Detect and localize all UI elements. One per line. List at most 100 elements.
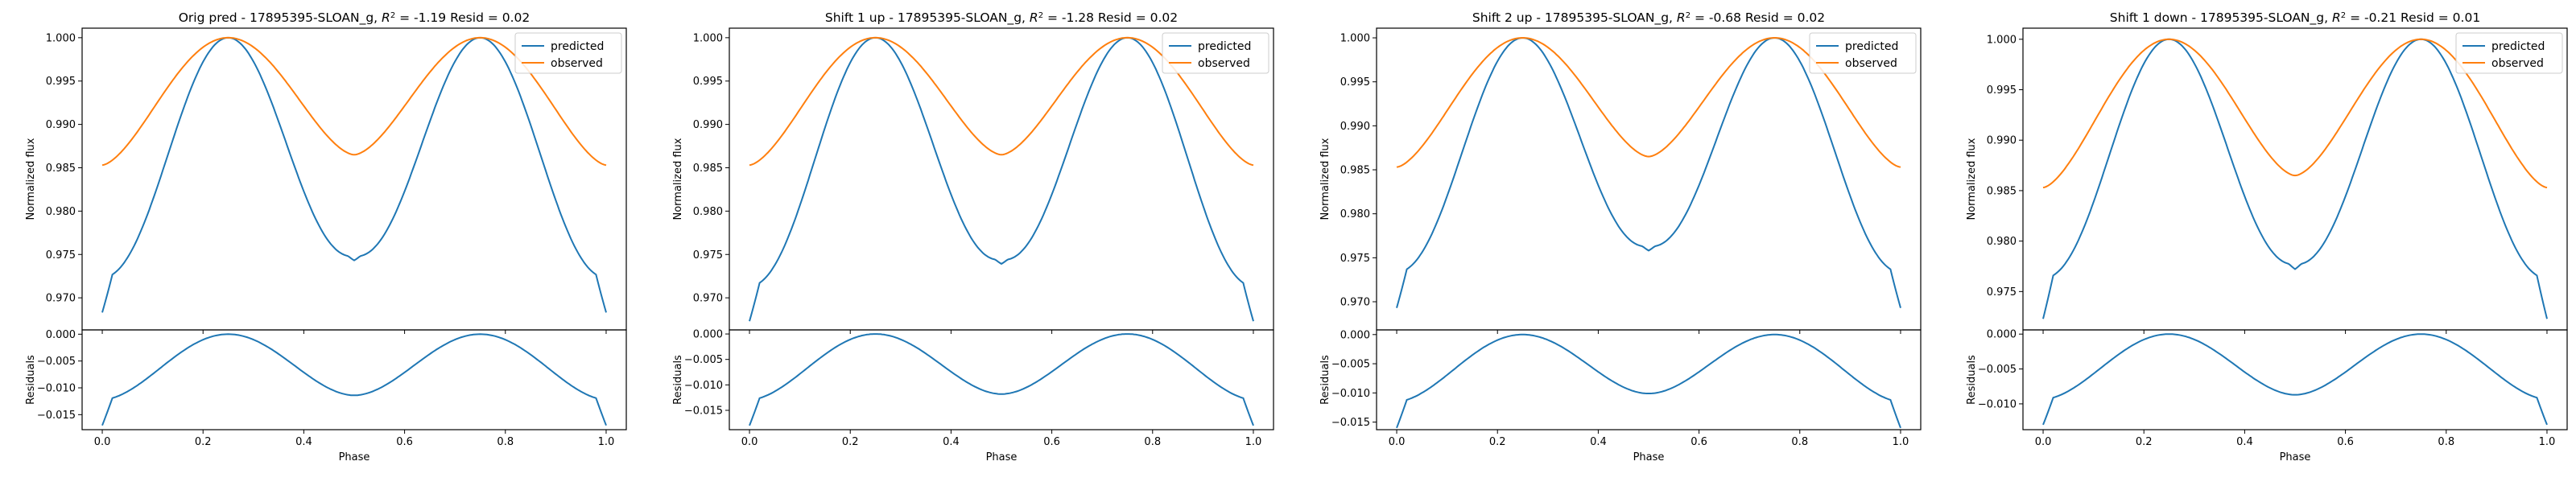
title-r2: R bbox=[382, 10, 390, 25]
top-ytick-label: 0.995 bbox=[46, 76, 76, 88]
title-main: Orig pred - 17895395-SLOAN_g, bbox=[179, 10, 382, 26]
top-ytick-label: 0.985 bbox=[1340, 165, 1370, 177]
xtick-label: 0.4 bbox=[2236, 436, 2253, 448]
chart-panel-4: Shift 1 down - 17895395-SLOAN_g, R2 = -0… bbox=[1966, 10, 2568, 463]
title-r2: R bbox=[2332, 10, 2341, 25]
residual-axis-label: Residuals bbox=[25, 355, 37, 405]
residual-line bbox=[749, 333, 1254, 426]
residual-ytick-label: −0.015 bbox=[1331, 417, 1370, 429]
x-axis-label: Phase bbox=[2280, 451, 2311, 463]
top-ytick-label: 0.995 bbox=[1340, 76, 1370, 89]
legend: predicted observed bbox=[1809, 32, 1917, 74]
top-ytick-label: 1.000 bbox=[693, 32, 723, 44]
title-r2-exponent: 2 bbox=[1038, 11, 1043, 20]
title-main: Shift 2 up - 17895395-SLOAN_g, bbox=[1472, 10, 1677, 26]
residual-ytick-label: −0.015 bbox=[37, 410, 76, 422]
top-ytick-label: 0.995 bbox=[693, 76, 723, 88]
top-ytick-label: 0.980 bbox=[693, 206, 723, 218]
x-axis-label: Phase bbox=[986, 451, 1018, 463]
xtick-label: 0.4 bbox=[295, 436, 312, 448]
residual-ytick-label: −0.010 bbox=[1331, 388, 1370, 400]
residual-ytick-label: −0.010 bbox=[1978, 398, 2017, 410]
residual-ytick-label: 0.000 bbox=[1340, 329, 1370, 341]
top-ytick-label: 0.990 bbox=[693, 119, 723, 131]
xtick-label: 1.0 bbox=[1245, 436, 1262, 448]
xtick-label: 0.8 bbox=[1144, 436, 1161, 448]
series-predicted-line bbox=[1396, 36, 1901, 308]
title-r2: R bbox=[1030, 10, 1038, 25]
xtick-label: 0.4 bbox=[943, 436, 960, 448]
top-ytick-label: 1.000 bbox=[1987, 34, 2017, 46]
legend: predicted observed bbox=[2455, 32, 2563, 74]
title-r2-exponent: 2 bbox=[390, 11, 395, 20]
title-stats: = -0.21 Resid = 0.01 bbox=[2346, 10, 2480, 25]
residual-ytick-label: −0.015 bbox=[684, 405, 723, 417]
residual-ytick-label: −0.005 bbox=[684, 354, 723, 366]
xtick-label: 0.8 bbox=[1791, 436, 1808, 448]
legend-label-observed: observed bbox=[551, 57, 603, 70]
legend-label-observed: observed bbox=[2491, 57, 2544, 70]
x-axis-label: Phase bbox=[1633, 451, 1665, 463]
top-ytick-label: 0.975 bbox=[693, 249, 723, 262]
residual-ytick-label: −0.005 bbox=[1978, 364, 2017, 376]
xtick-label: 0.6 bbox=[1690, 436, 1707, 448]
y-axis-label: Normalized flux bbox=[1966, 138, 1978, 220]
chart-title: Shift 2 up - 17895395-SLOAN_g, R2 = -0.6… bbox=[1472, 10, 1825, 26]
residual-ytick-label: −0.005 bbox=[1331, 359, 1370, 371]
legend-label-predicted: predicted bbox=[1845, 40, 1898, 53]
residual-ytick-label: −0.010 bbox=[684, 380, 723, 392]
title-stats: = -1.28 Resid = 0.02 bbox=[1043, 10, 1178, 25]
top-ytick-label: 0.980 bbox=[46, 206, 76, 218]
legend-label-predicted: predicted bbox=[2491, 40, 2545, 53]
residual-ytick-label: −0.010 bbox=[37, 383, 76, 395]
residual-axis-label: Residuals bbox=[672, 355, 684, 405]
series-predicted-line bbox=[2042, 38, 2548, 319]
residual-axis-label: Residuals bbox=[1966, 355, 1978, 405]
xtick-label: 0.2 bbox=[1489, 436, 1506, 448]
chart-panel-1: Orig pred - 17895395-SLOAN_g, R2 = -1.19… bbox=[25, 10, 627, 463]
legend-label-predicted: predicted bbox=[1198, 40, 1251, 53]
y-axis-label: Normalized flux bbox=[25, 138, 37, 220]
xtick-label: 0.2 bbox=[2136, 436, 2153, 448]
residual-line bbox=[101, 333, 607, 426]
top-ytick-label: 0.995 bbox=[1987, 84, 2017, 97]
xtick-label: 1.0 bbox=[598, 436, 615, 448]
chart-title: Orig pred - 17895395-SLOAN_g, R2 = -1.19… bbox=[179, 10, 530, 26]
chart-panel-2: Shift 1 up - 17895395-SLOAN_g, R2 = -1.2… bbox=[672, 10, 1274, 463]
xtick-label: 0.6 bbox=[1043, 436, 1060, 448]
title-r2-exponent: 2 bbox=[2341, 11, 2346, 20]
residual-line bbox=[1396, 333, 1901, 429]
xtick-label: 0.8 bbox=[2438, 436, 2454, 448]
chart-title: Shift 1 up - 17895395-SLOAN_g, R2 = -1.2… bbox=[825, 10, 1178, 26]
residual-ytick-label: 0.000 bbox=[46, 329, 76, 341]
residual-axis-label: Residuals bbox=[1319, 355, 1331, 405]
title-stats: = -0.68 Resid = 0.02 bbox=[1690, 10, 1825, 25]
top-ytick-label: 1.000 bbox=[1340, 33, 1370, 45]
legend: predicted observed bbox=[1162, 32, 1269, 74]
xtick-label: 0.2 bbox=[195, 436, 212, 448]
title-main: Shift 1 down - 17895395-SLOAN_g, bbox=[2110, 10, 2332, 26]
xtick-label: 0.2 bbox=[842, 436, 859, 448]
title-r2-exponent: 2 bbox=[1686, 11, 1690, 20]
top-ytick-label: 0.970 bbox=[693, 293, 723, 305]
xtick-label: 0.0 bbox=[2035, 436, 2052, 448]
title-r2: R bbox=[1677, 10, 1686, 25]
xtick-label: 0.8 bbox=[497, 436, 514, 448]
legend: predicted observed bbox=[514, 32, 622, 74]
top-ytick-label: 0.975 bbox=[1987, 286, 2017, 299]
xtick-label: 0.0 bbox=[94, 436, 111, 448]
top-ytick-label: 0.990 bbox=[1987, 135, 2017, 147]
series-predicted-line bbox=[101, 36, 607, 313]
legend-label-predicted: predicted bbox=[551, 40, 604, 53]
y-axis-label: Normalized flux bbox=[672, 138, 684, 220]
residual-ytick-label: 0.000 bbox=[693, 329, 723, 341]
xtick-label: 1.0 bbox=[2539, 436, 2556, 448]
xtick-label: 0.0 bbox=[1389, 436, 1406, 448]
top-ytick-label: 1.000 bbox=[46, 32, 76, 44]
xtick-label: 0.6 bbox=[2337, 436, 2354, 448]
x-axis-label: Phase bbox=[339, 451, 370, 463]
top-ytick-label: 0.990 bbox=[46, 119, 76, 131]
top-ytick-label: 0.970 bbox=[1340, 297, 1370, 309]
series-predicted-line bbox=[749, 36, 1254, 322]
